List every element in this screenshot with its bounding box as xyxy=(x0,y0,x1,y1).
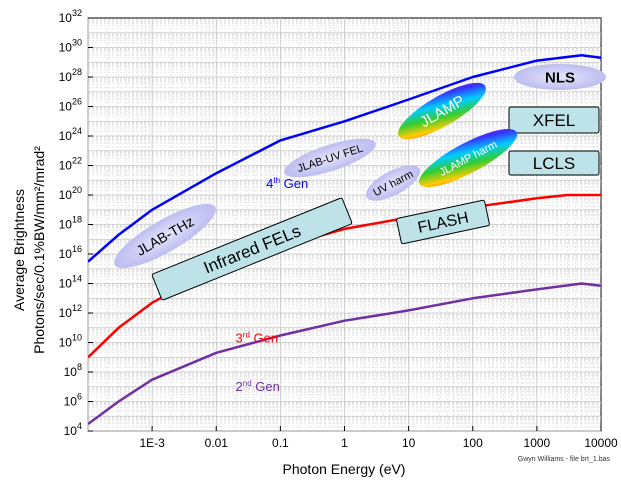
y-tick-label: 106 xyxy=(64,392,82,409)
series-label-3: 2nd Gen xyxy=(236,379,280,394)
annotation-nls: NLS xyxy=(514,64,606,90)
annotation-jlamp-harm: JLAMP harm xyxy=(418,128,518,188)
y-tick-label: 1026 xyxy=(59,97,82,114)
y-tick-label: 1024 xyxy=(59,126,82,143)
annotation-box xyxy=(151,197,353,301)
annotation-label: LCLS xyxy=(533,154,576,173)
y-tick-label: 1018 xyxy=(59,215,82,232)
x-tick-label: 0.01 xyxy=(205,436,229,450)
x-tick-label: 1 xyxy=(341,436,348,450)
x-tick-label: 1E-3 xyxy=(139,436,165,450)
series-line-3 xyxy=(88,282,601,426)
x-tick-label: 1000 xyxy=(524,436,551,450)
series-label-2: 3rd Gen xyxy=(236,331,279,346)
annotation-ellipse xyxy=(514,64,606,90)
annotation-label: NLS xyxy=(545,69,575,86)
y-axis-title-line2: Photons/sec/0.1%BW/mm²/mrad² xyxy=(31,146,47,354)
annotation-box xyxy=(508,150,600,176)
annotation-ellipse xyxy=(284,138,376,178)
y-tick-label: 1032 xyxy=(59,8,82,25)
credit-text: Gwyn Williams - file brt_1.bas xyxy=(518,456,611,463)
y-tick-label: 1012 xyxy=(59,303,82,320)
y-tick-label: 1020 xyxy=(59,185,82,202)
y-tick-label: 108 xyxy=(64,362,82,379)
x-tick-label: 10 xyxy=(402,436,416,450)
y-tick-label: 1028 xyxy=(59,67,82,84)
y-tick-label: 1022 xyxy=(59,156,82,173)
y-tick-label: 1030 xyxy=(59,38,82,55)
series-label-1: 4th Gen xyxy=(266,176,308,191)
y-tick-label: 1014 xyxy=(59,274,82,291)
series-lines xyxy=(88,53,601,426)
annotation-label: XFEL xyxy=(533,111,576,130)
annotation-box xyxy=(396,199,490,245)
series-line-2 xyxy=(88,193,601,359)
y-tick-label: 1010 xyxy=(59,333,82,350)
x-axis-title: Photon Energy (eV) xyxy=(283,461,406,477)
annotation-lcls: LCLS xyxy=(508,150,600,176)
x-tick-label: 100 xyxy=(463,436,483,450)
annotation-rainbow-ellipse xyxy=(418,128,518,188)
y-tick-label: 104 xyxy=(64,421,82,438)
y-tick-label: 1016 xyxy=(59,244,82,261)
x-tick-label: 10000 xyxy=(584,436,618,450)
annotation-rainbow-ellipse xyxy=(398,82,486,140)
x-tick-label: 0.1 xyxy=(272,436,289,450)
annotation-box xyxy=(508,106,600,134)
annotation-ellipse xyxy=(365,165,421,201)
annotation-xfel: XFEL xyxy=(508,106,600,134)
series-line-1 xyxy=(88,53,601,263)
y-axis-title-line1: Average Brightness xyxy=(11,189,27,311)
annotation-ellipse xyxy=(114,203,216,269)
